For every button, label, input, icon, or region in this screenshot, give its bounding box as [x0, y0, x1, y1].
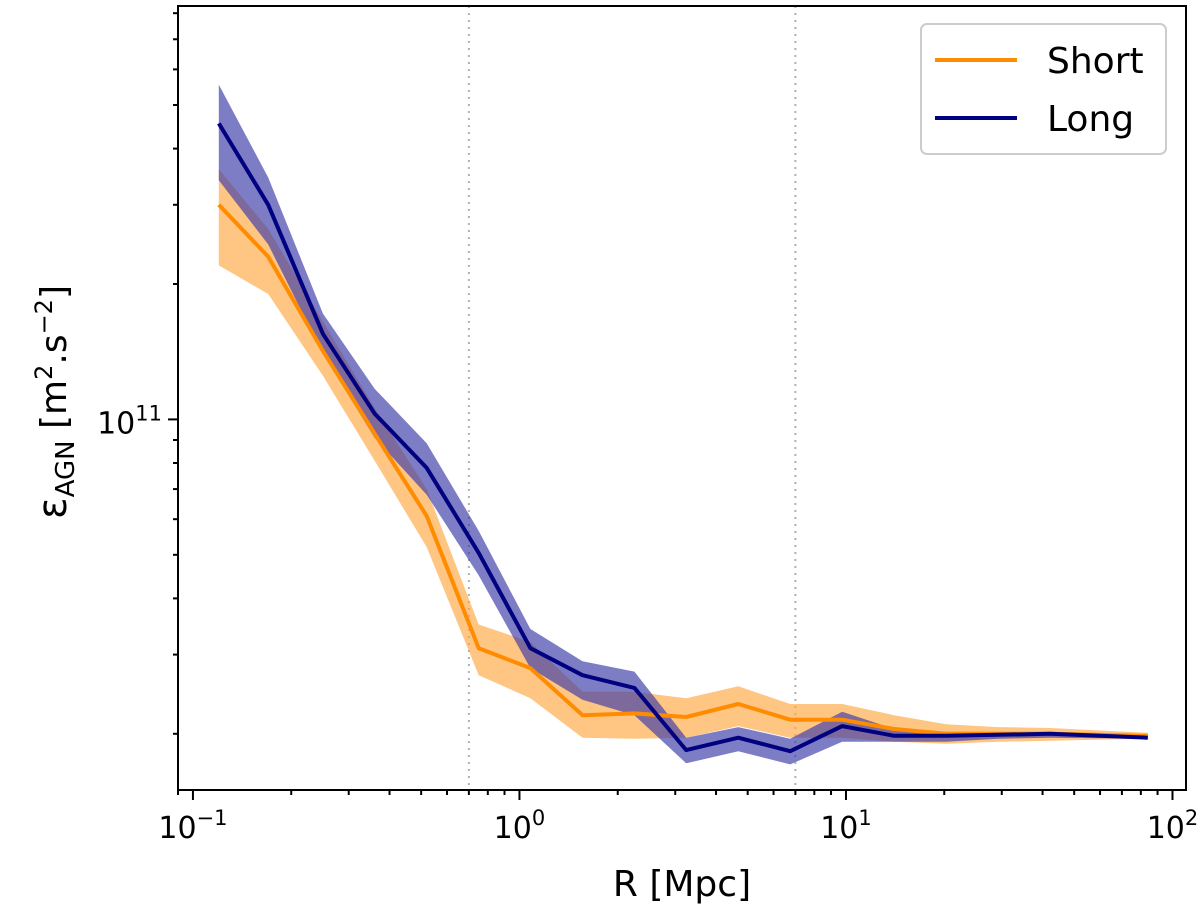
- x-tick-base: 10: [158, 811, 196, 846]
- x-tick-base: 10: [494, 811, 532, 846]
- vertical-reference-lines: [467, 6, 797, 790]
- x-tick-exponent: −1: [197, 806, 228, 830]
- line-long: [217, 122, 1148, 754]
- y-label-unit-close: ]: [34, 285, 75, 299]
- x-tick-label: 10−1: [158, 806, 227, 846]
- band-long: [218, 84, 1148, 765]
- x-tick-base: 10: [820, 811, 858, 846]
- legend-box: [920, 23, 1167, 155]
- legend-label-long: Long: [1047, 99, 1134, 140]
- x-tick-exponent: 2: [1185, 806, 1198, 830]
- x-tick-base: 10: [1147, 811, 1185, 846]
- y-label-unit-exp1: 2: [30, 365, 58, 380]
- plot-area-frame: [177, 5, 1187, 791]
- legend: Short Long: [920, 23, 1167, 155]
- axis-ticks: [168, 12, 1174, 800]
- y-label-symbol: ε: [30, 497, 76, 519]
- x-tick-exponent: 0: [532, 806, 545, 830]
- y-tick-exponent: 11: [135, 401, 162, 425]
- line-short: [217, 203, 1148, 738]
- confidence-bands: [218, 84, 1148, 765]
- y-label-subscript: AGN: [51, 440, 81, 497]
- y-axis-label: εAGN [m2.s−2]: [30, 285, 81, 519]
- x-tick-exponent: 1: [858, 806, 871, 830]
- band-short: [218, 169, 1148, 744]
- y-tick-base: 10: [97, 406, 135, 441]
- x-tick-labels: 10−1 100 101 102: [158, 806, 1198, 846]
- y-label-unit-mid: .s: [34, 334, 75, 364]
- y-tick-label: 1011: [97, 401, 162, 441]
- x-tick-label: 101: [820, 806, 872, 846]
- y-label-unit-exp2: −2: [30, 299, 58, 334]
- legend-label-short: Short: [1047, 41, 1144, 82]
- x-axis-label: R [Mpc]: [613, 864, 751, 905]
- x-tick-label: 100: [494, 806, 546, 846]
- svg-text:εAGN [m2.s−2]: εAGN [m2.s−2]: [30, 285, 81, 519]
- y-label-unit-open: [m: [34, 380, 75, 441]
- y-tick-labels: 1011: [97, 401, 162, 441]
- x-tick-label: 102: [1147, 806, 1199, 846]
- series-lines: [217, 122, 1148, 754]
